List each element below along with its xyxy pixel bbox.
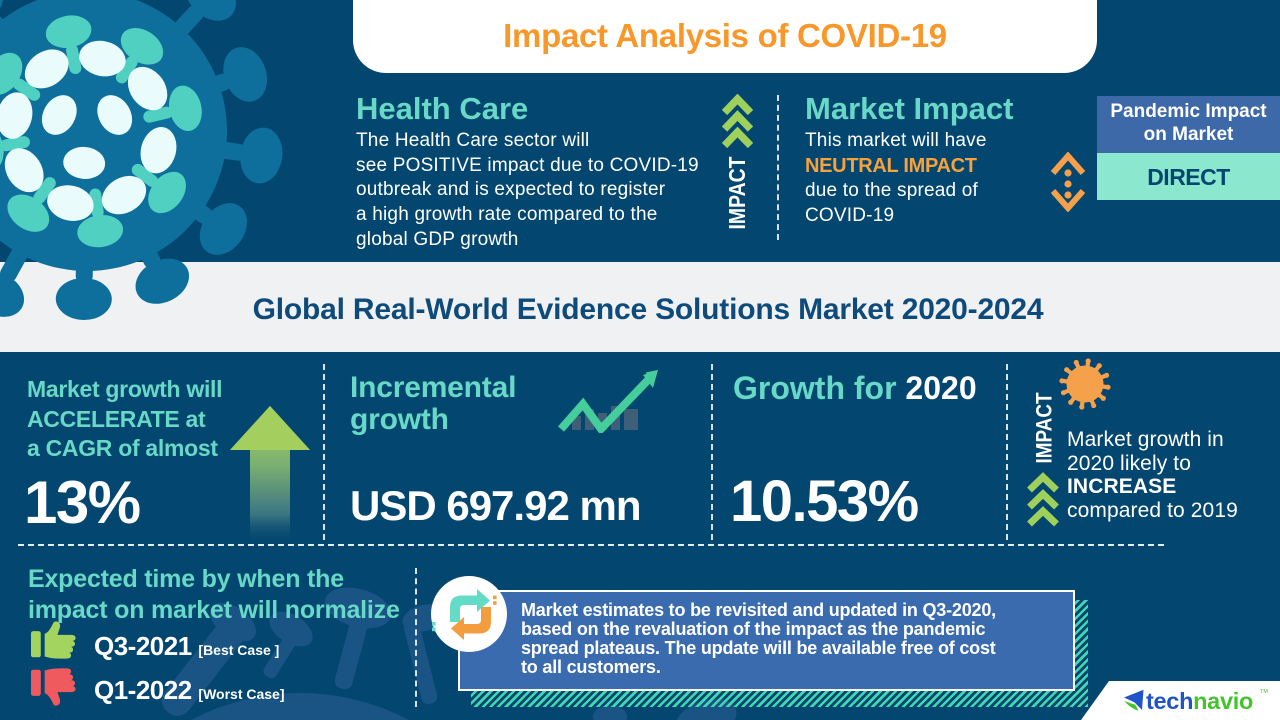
svg-text:TM: TM: [1260, 689, 1268, 695]
svg-text:IMPACT: IMPACT: [1032, 392, 1057, 463]
svg-text:IMPACT: IMPACT: [724, 157, 750, 230]
svg-text:technavio: technavio: [1146, 688, 1253, 714]
